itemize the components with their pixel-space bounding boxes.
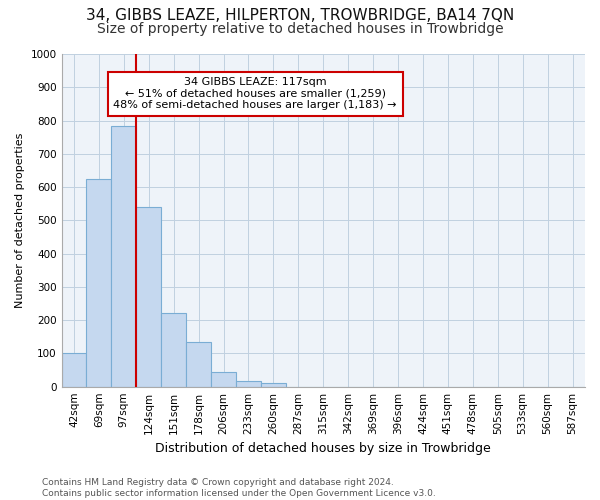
- X-axis label: Distribution of detached houses by size in Trowbridge: Distribution of detached houses by size …: [155, 442, 491, 455]
- Bar: [161, 314, 186, 386]
- Text: Contains HM Land Registry data © Crown copyright and database right 2024.
Contai: Contains HM Land Registry data © Crown c…: [42, 478, 436, 498]
- Bar: [186, 342, 211, 386]
- Bar: [112, 126, 136, 386]
- Bar: [62, 354, 86, 386]
- Text: 34, GIBBS LEAZE, HILPERTON, TROWBRIDGE, BA14 7QN: 34, GIBBS LEAZE, HILPERTON, TROWBRIDGE, …: [86, 8, 514, 22]
- Bar: [211, 372, 236, 386]
- Y-axis label: Number of detached properties: Number of detached properties: [15, 132, 25, 308]
- Bar: [236, 380, 261, 386]
- Bar: [136, 207, 161, 386]
- Text: 34 GIBBS LEAZE: 117sqm
← 51% of detached houses are smaller (1,259)
48% of semi-: 34 GIBBS LEAZE: 117sqm ← 51% of detached…: [113, 78, 397, 110]
- Text: Size of property relative to detached houses in Trowbridge: Size of property relative to detached ho…: [97, 22, 503, 36]
- Bar: [261, 384, 286, 386]
- Bar: [86, 179, 112, 386]
